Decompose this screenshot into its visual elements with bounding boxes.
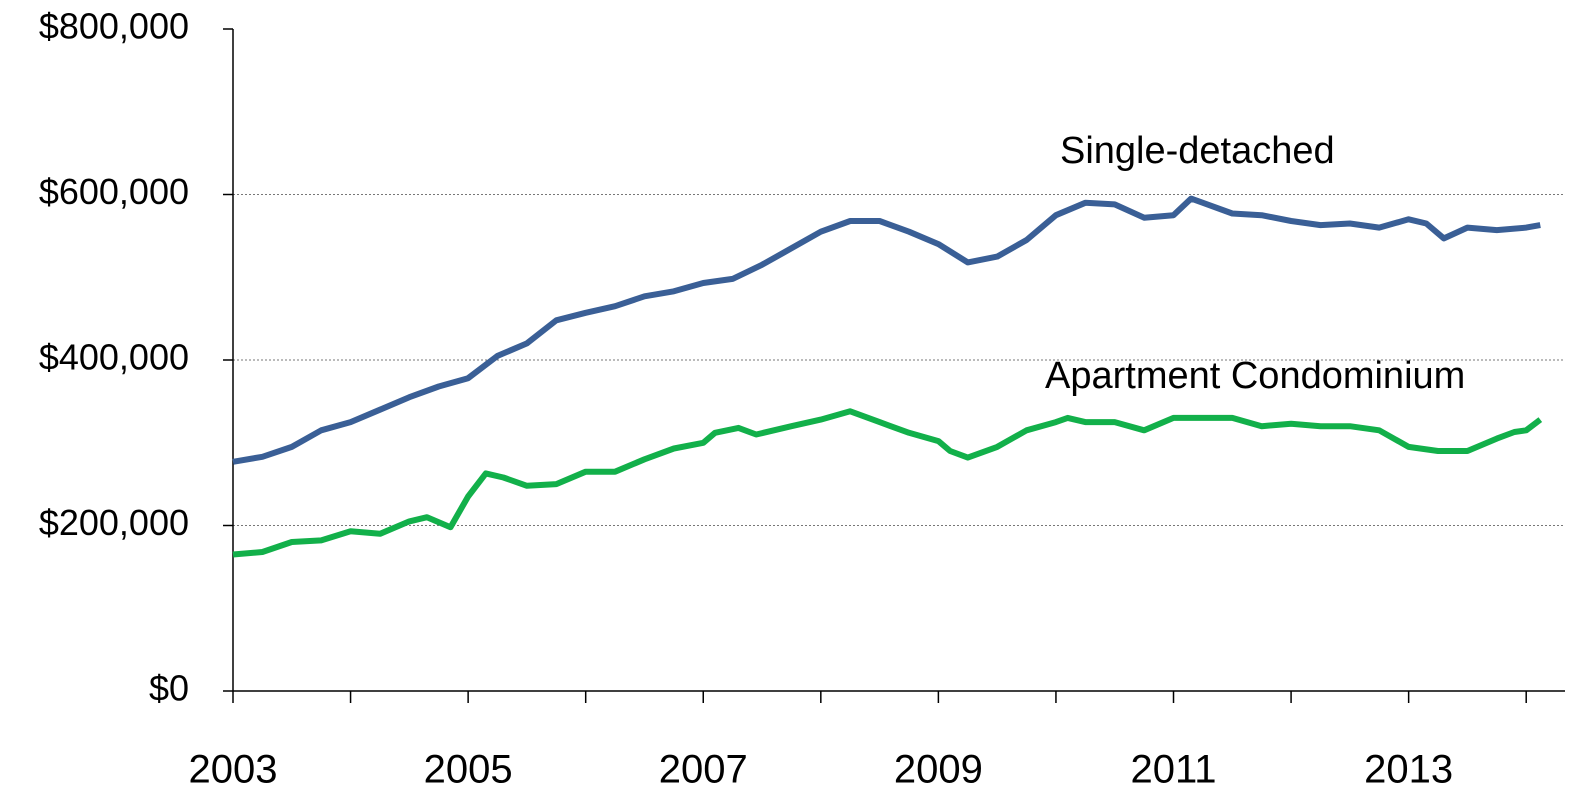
x-tick-label: 2013	[1364, 748, 1453, 792]
series-label: Single-detached	[1060, 130, 1335, 172]
y-tick-label: $400,000	[39, 337, 189, 378]
series-label: Apartment Condominium	[1045, 355, 1465, 397]
series-line	[232, 408, 1543, 558]
y-tick-label: $0	[149, 668, 189, 709]
x-tick-label: 2011	[1131, 748, 1217, 792]
x-tick-label: 2003	[189, 748, 278, 792]
series-line	[232, 195, 1541, 465]
x-tick-label: 2007	[659, 748, 748, 792]
x-tick-label: 2005	[424, 748, 513, 792]
x-tick-label: 2009	[894, 748, 983, 792]
y-tick-label: $200,000	[39, 502, 189, 543]
y-tick-label: $600,000	[39, 171, 189, 212]
y-tick-label: $800,000	[39, 6, 189, 47]
